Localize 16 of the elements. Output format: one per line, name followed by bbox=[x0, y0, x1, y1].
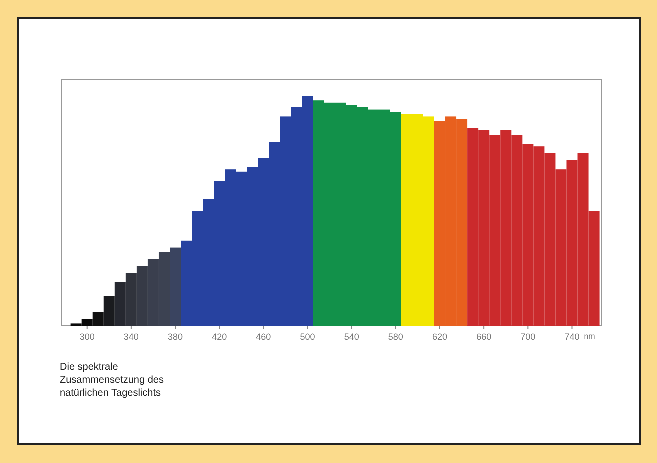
x-axis-title: nm bbox=[584, 332, 596, 341]
text: Die spektrale Zusammensetzung des natürlichen Tageslichts bbox=[60, 362, 164, 399]
bar bbox=[170, 248, 182, 326]
x-tick-label: 300 bbox=[80, 332, 95, 342]
x-tick-label: 540 bbox=[344, 332, 360, 342]
x-tick-label: 620 bbox=[432, 332, 448, 342]
x-tick-label: 460 bbox=[256, 332, 272, 342]
x-tick-label: 340 bbox=[124, 332, 139, 342]
x-tick-label: 380 bbox=[168, 332, 184, 342]
x-tick-label: 420 bbox=[212, 332, 228, 342]
x-tick-label: 580 bbox=[388, 332, 404, 342]
x-tick-label: 740 bbox=[564, 332, 580, 342]
x-tick-label: 500 bbox=[300, 332, 316, 342]
x-tick-label: 700 bbox=[520, 332, 536, 342]
x-tick-label: 660 bbox=[476, 332, 492, 342]
bar bbox=[104, 296, 115, 326]
